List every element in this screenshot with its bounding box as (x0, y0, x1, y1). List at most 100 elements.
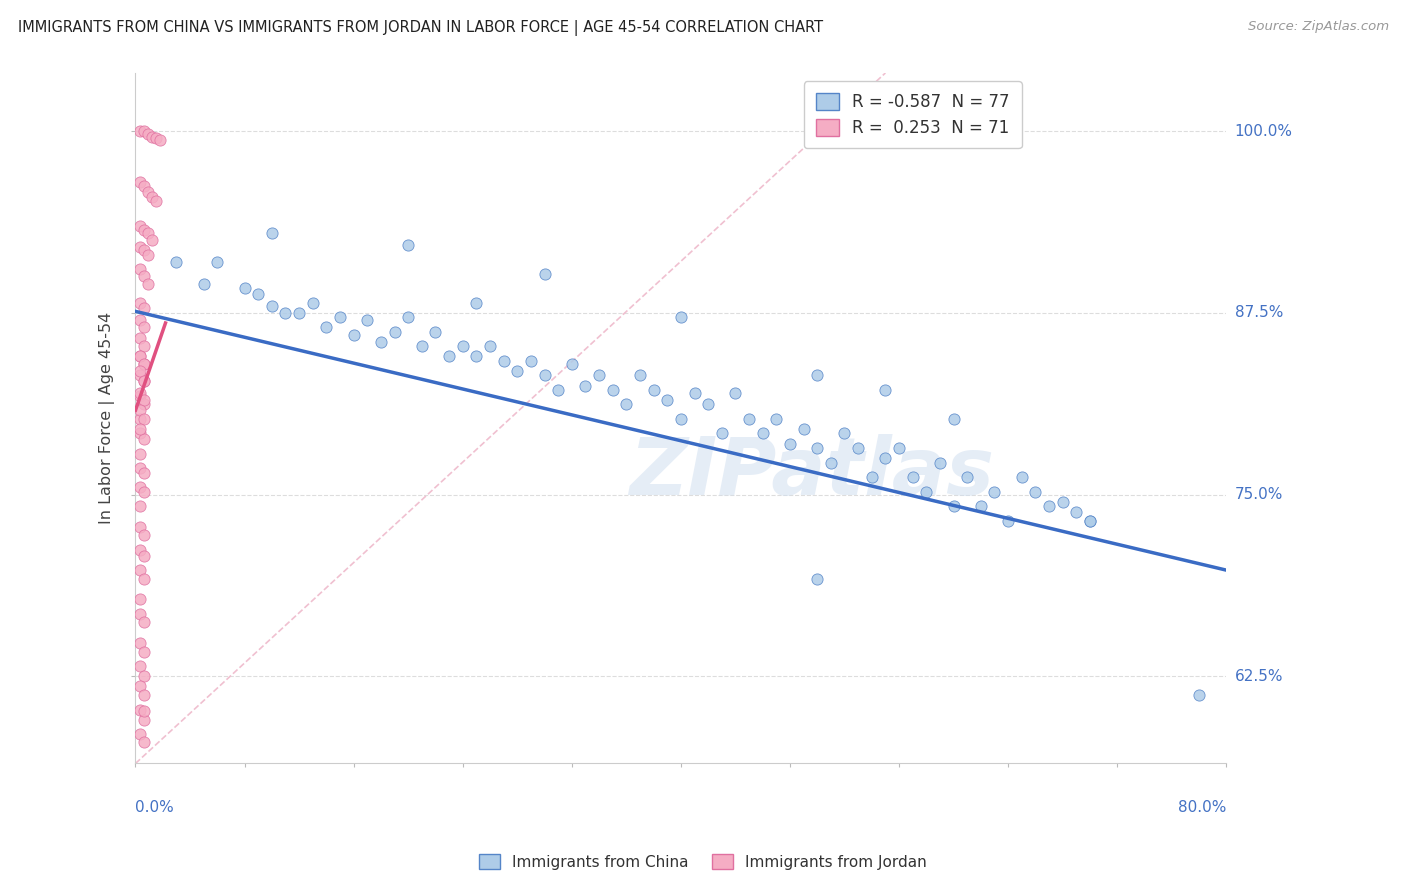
Legend: Immigrants from China, Immigrants from Jordan: Immigrants from China, Immigrants from J… (471, 846, 935, 877)
Point (132, 713, 155, 727)
Point (132, 124, 155, 138)
Point (128, 403, 150, 417)
Point (132, 301, 155, 316)
Point (492, 353, 515, 368)
Point (751, 426, 773, 441)
Point (141, 130, 163, 145)
Point (132, 412, 155, 426)
Point (1078, 514, 1101, 528)
Point (141, 233, 163, 247)
Point (1188, 688, 1211, 702)
Point (141, 189, 163, 203)
Point (128, 124, 150, 138)
Point (128, 412, 150, 426)
Point (128, 607, 150, 621)
Point (132, 644, 155, 658)
Point (136, 277, 159, 291)
Point (247, 287, 270, 301)
Point (128, 563, 150, 577)
Point (132, 734, 155, 748)
Point (132, 484, 155, 499)
Point (132, 432, 155, 446)
Point (779, 436, 801, 450)
Point (132, 688, 155, 702)
Point (683, 385, 706, 400)
Point (233, 281, 256, 295)
Point (128, 350, 150, 364)
Point (370, 334, 392, 349)
Point (846, 441, 869, 455)
Text: 100.0%: 100.0% (1234, 124, 1292, 138)
Point (710, 426, 733, 441)
Point (942, 499, 965, 513)
Point (145, 131, 167, 145)
Point (128, 727, 150, 741)
Point (561, 357, 583, 371)
Point (806, 441, 828, 455)
Point (132, 528, 155, 542)
Point (396, 237, 419, 252)
Point (765, 412, 787, 426)
Point (384, 325, 406, 339)
Point (614, 397, 637, 411)
Point (128, 295, 150, 310)
Text: ZIPatlas: ZIPatlas (630, 434, 994, 512)
Point (983, 484, 1005, 499)
Point (942, 412, 965, 426)
Point (136, 248, 159, 262)
Point (451, 339, 474, 353)
Point (901, 470, 924, 484)
Text: 62.5%: 62.5% (1234, 669, 1284, 684)
Point (132, 339, 155, 353)
Point (479, 339, 502, 353)
Point (315, 320, 337, 334)
Point (875, 451, 897, 466)
Point (136, 226, 159, 240)
Point (465, 295, 488, 310)
Point (132, 572, 155, 586)
Point (1011, 470, 1033, 484)
Point (128, 385, 150, 400)
Point (132, 392, 155, 407)
Point (132, 397, 155, 411)
Point (260, 299, 283, 313)
Text: Source: ZipAtlas.com: Source: ZipAtlas.com (1249, 20, 1389, 33)
Point (207, 255, 229, 269)
Point (669, 412, 692, 426)
Point (128, 219, 150, 233)
Point (1052, 495, 1074, 509)
Point (1078, 514, 1101, 528)
Point (329, 310, 352, 325)
Point (437, 350, 460, 364)
Point (128, 368, 150, 383)
Point (128, 447, 150, 461)
Point (128, 313, 150, 327)
Point (602, 383, 624, 397)
Point (132, 320, 155, 334)
Text: IMMIGRANTS FROM CHINA VS IMMIGRANTS FROM JORDAN IN LABOR FORCE | AGE 45-54 CORRE: IMMIGRANTS FROM CHINA VS IMMIGRANTS FROM… (18, 20, 824, 36)
Point (1024, 484, 1046, 499)
Legend: R = -0.587  N = 77, R =  0.253  N = 71: R = -0.587 N = 77, R = 0.253 N = 71 (804, 81, 1022, 148)
Point (145, 194, 167, 208)
Point (697, 397, 720, 411)
Point (1038, 499, 1060, 513)
Point (588, 368, 610, 383)
Point (128, 422, 150, 436)
Point (193, 277, 215, 291)
Point (128, 426, 150, 441)
Point (128, 175, 150, 189)
Point (132, 615, 155, 630)
Point (132, 179, 155, 194)
Point (128, 240, 150, 254)
Point (301, 295, 323, 310)
Text: 75.0%: 75.0% (1234, 487, 1282, 502)
Point (628, 368, 651, 383)
Point (128, 542, 150, 557)
Point (533, 368, 555, 383)
Point (128, 680, 150, 694)
Point (128, 330, 150, 344)
Point (128, 636, 150, 650)
Point (165, 255, 187, 269)
Point (128, 592, 150, 607)
Point (396, 310, 419, 325)
